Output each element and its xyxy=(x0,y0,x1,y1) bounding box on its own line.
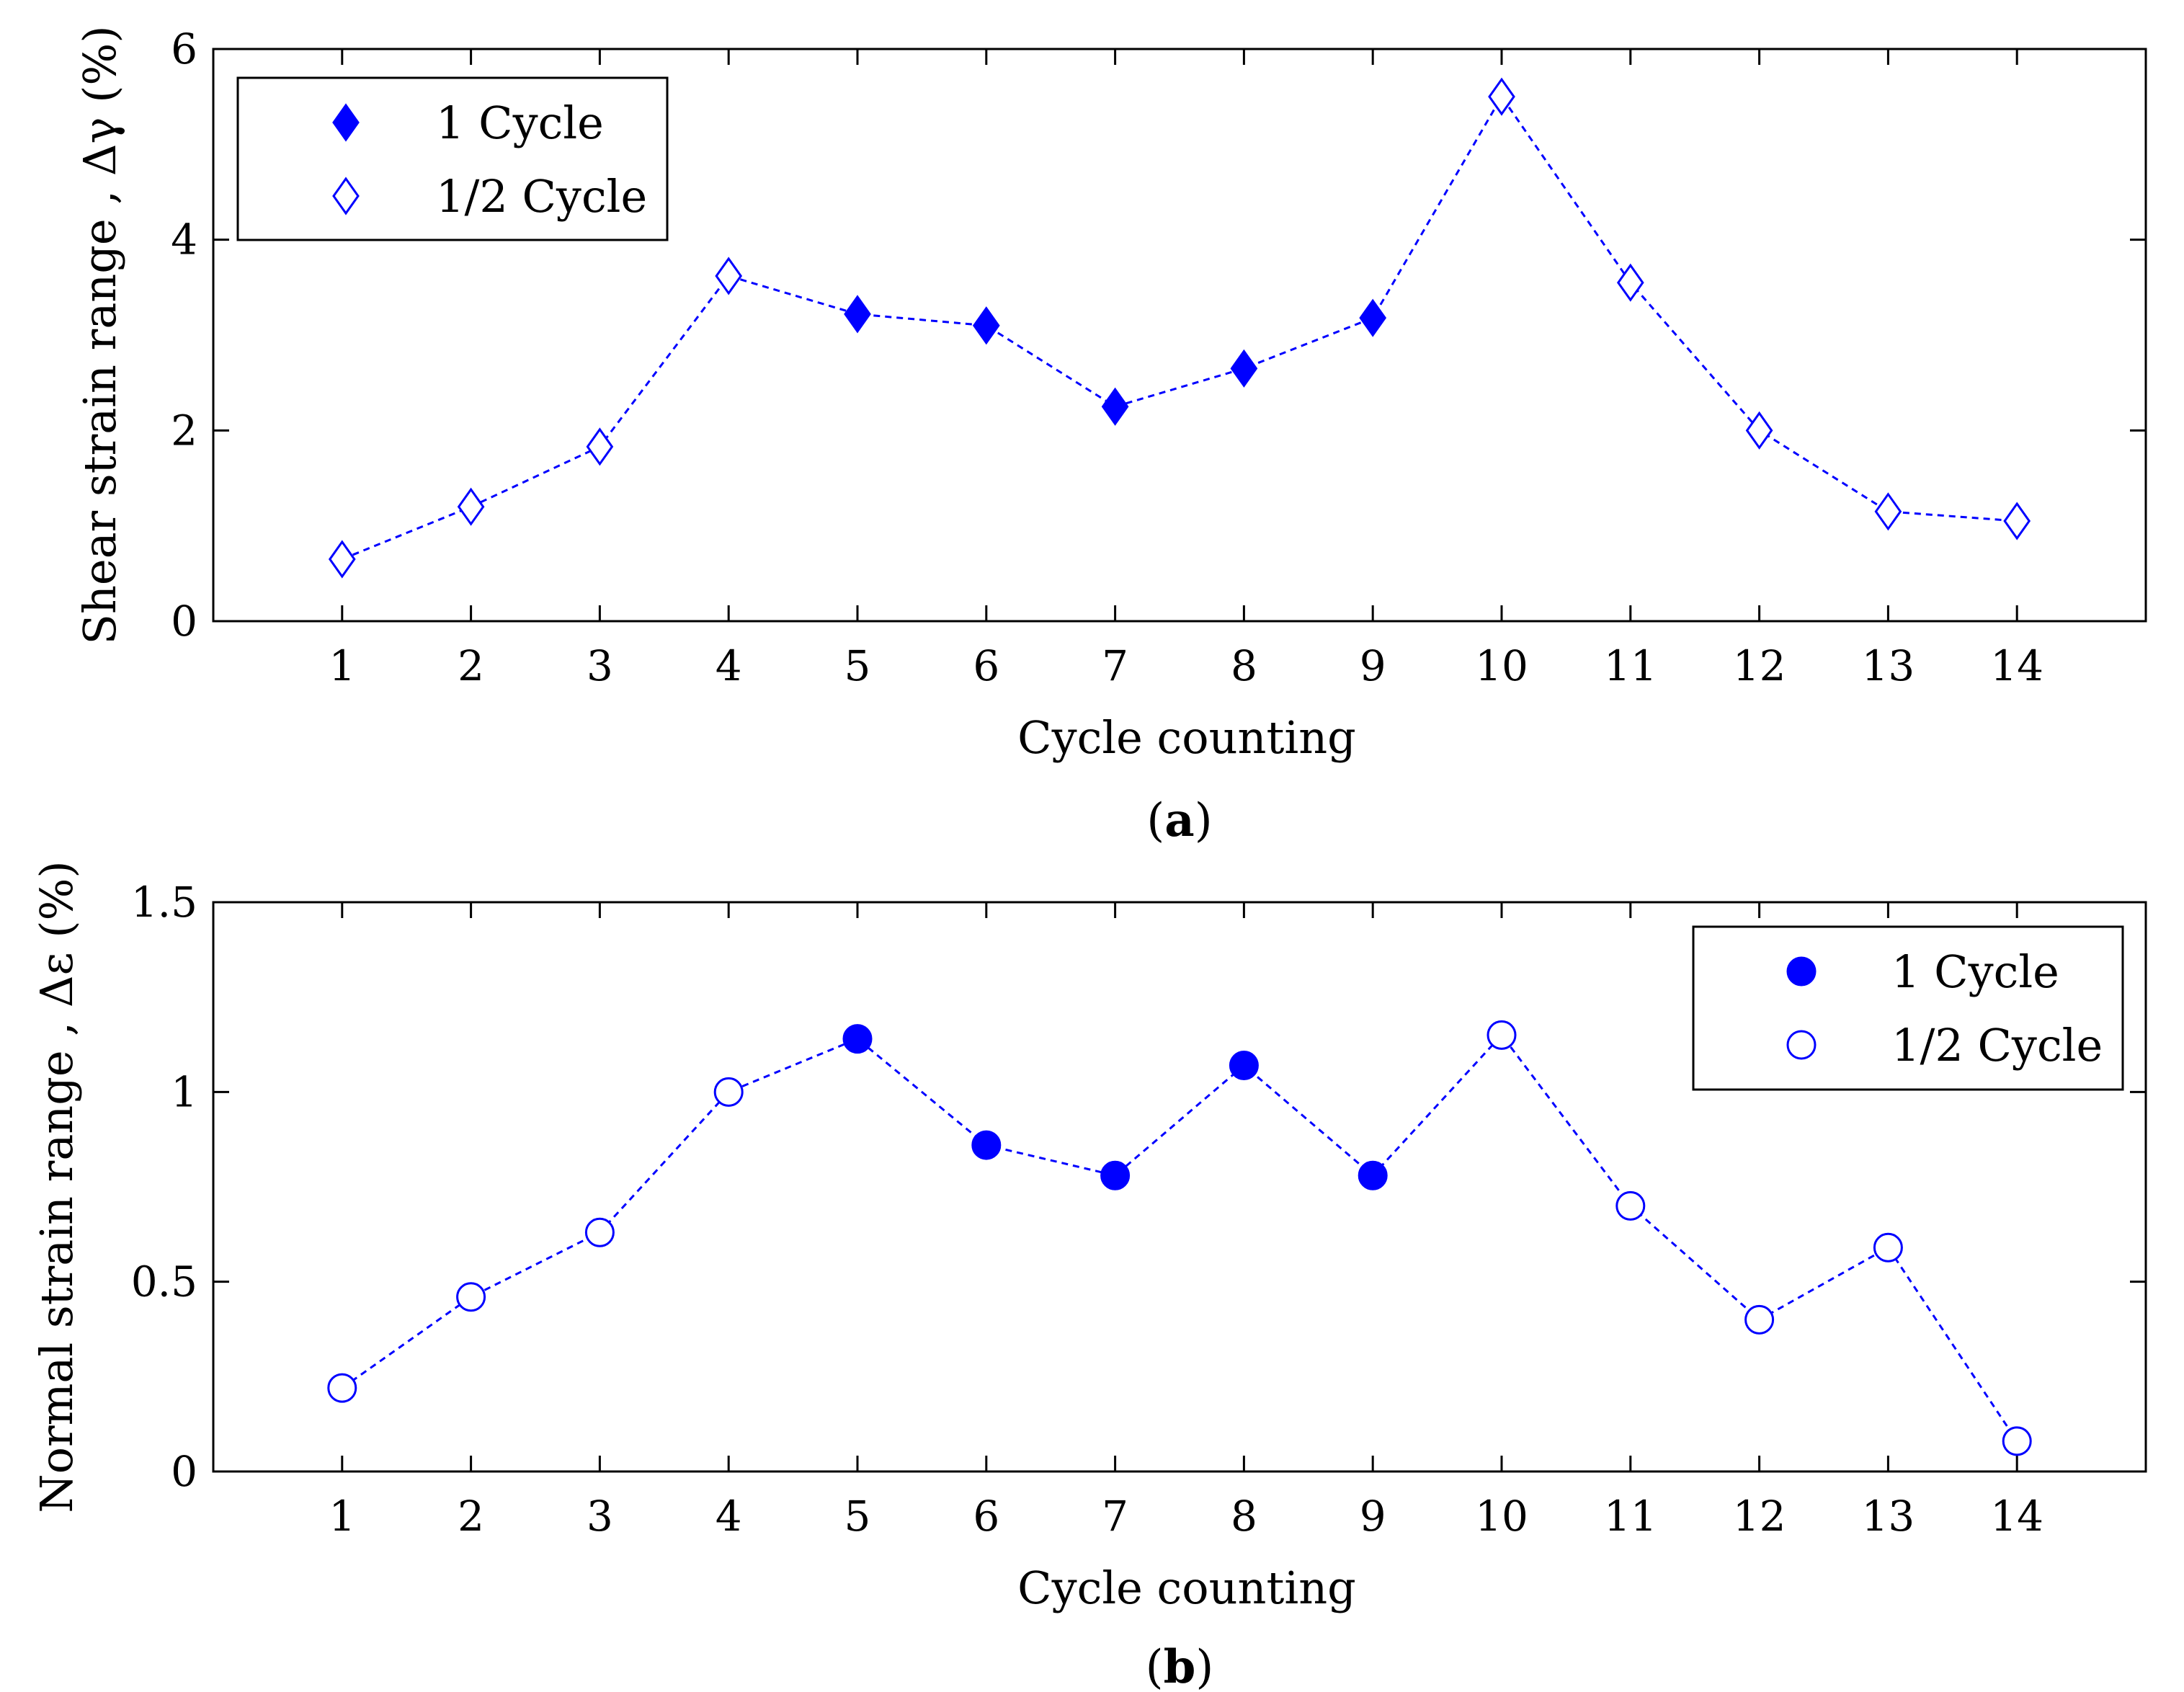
data-point-half-cycle xyxy=(2003,502,2031,540)
y-tick-label: 1 xyxy=(171,1067,197,1116)
data-point-half-cycle xyxy=(1616,263,1644,302)
x-tick-label: 8 xyxy=(1231,1492,1257,1541)
y-tick-label: 0 xyxy=(171,1447,197,1496)
x-tick-label: 10 xyxy=(1475,1492,1528,1541)
x-tick-label: 11 xyxy=(1604,641,1657,690)
data-point-full-cycle xyxy=(844,295,871,334)
x-tick-label: 14 xyxy=(1990,1492,2043,1541)
data-point-half-cycle xyxy=(457,487,485,526)
data-point-half-cycle xyxy=(1615,1190,1646,1221)
x-tick-label: 1 xyxy=(329,641,355,690)
data-point-half-cycle xyxy=(328,540,356,579)
x-tick-label: 1 xyxy=(329,1492,355,1541)
data-point-full-cycle xyxy=(1229,1050,1259,1080)
data-point-full-cycle xyxy=(1101,387,1129,426)
plot-frame xyxy=(212,48,2147,623)
x-tick-label: 13 xyxy=(1861,641,1915,690)
x-tick-label: 12 xyxy=(1733,1492,1786,1541)
y-axis-label: Shear strain range , Δγ (%) xyxy=(73,25,126,644)
series-line xyxy=(342,94,2018,561)
legend-label: 1/2 Cycle xyxy=(436,170,647,223)
legend-marker xyxy=(332,177,360,215)
legend-label: 1 Cycle xyxy=(436,97,604,149)
data-point-full-cycle xyxy=(842,1024,873,1054)
series-line xyxy=(341,1033,2018,1442)
data-point-half-cycle xyxy=(1873,1232,1903,1263)
data-point-full-cycle xyxy=(1359,298,1387,337)
y-tick-label: 0 xyxy=(171,597,197,646)
x-tick-label: 2 xyxy=(458,641,484,690)
x-tick-label: 8 xyxy=(1231,641,1257,690)
data-point-half-cycle xyxy=(1874,492,1902,531)
data-point-half-cycle xyxy=(1488,77,1515,116)
legend-label: 1 Cycle xyxy=(1891,945,2059,998)
y-tick-label: 0.5 xyxy=(131,1257,197,1306)
legend-box xyxy=(236,76,669,241)
data-point-full-cycle xyxy=(972,306,1000,345)
x-tick-label: 2 xyxy=(458,1492,484,1541)
x-tick-label: 7 xyxy=(1102,1492,1128,1541)
legend-marker xyxy=(1786,1030,1817,1060)
data-point-half-cycle xyxy=(1744,1304,1775,1335)
data-point-half-cycle xyxy=(713,1077,744,1107)
x-axis-label: Cycle counting xyxy=(1017,1562,1356,1614)
x-tick-label: 4 xyxy=(716,641,742,690)
legend-label: 1/2 Cycle xyxy=(1891,1019,2103,1072)
data-point-full-cycle xyxy=(1100,1160,1131,1190)
y-tick-label: 1.5 xyxy=(131,878,197,927)
data-point-half-cycle xyxy=(586,427,614,466)
x-axis-label: Cycle counting xyxy=(1017,711,1356,764)
panel-label: (a) xyxy=(1146,793,1212,847)
data-point-half-cycle xyxy=(584,1217,615,1247)
x-tick-label: 3 xyxy=(587,641,613,690)
data-point-half-cycle xyxy=(1745,411,1773,450)
data-point-half-cycle xyxy=(2002,1426,2032,1456)
x-tick-label: 12 xyxy=(1733,641,1786,690)
x-tick-label: 7 xyxy=(1102,641,1128,690)
y-tick-label: 6 xyxy=(171,25,197,74)
x-tick-label: 6 xyxy=(973,1492,999,1541)
y-tick-label: 4 xyxy=(171,215,197,264)
y-axis-label: Normal strain range , Δε (%) xyxy=(30,860,83,1513)
x-tick-label: 11 xyxy=(1604,1492,1657,1541)
legend-marker xyxy=(332,103,360,142)
plot-frame xyxy=(212,901,2147,1473)
data-point-half-cycle xyxy=(1487,1020,1517,1050)
legend-box xyxy=(1692,925,2124,1091)
data-point-full-cycle xyxy=(1230,349,1258,388)
y-tick-label: 2 xyxy=(171,406,197,455)
x-tick-label: 5 xyxy=(844,1492,871,1541)
data-point-half-cycle xyxy=(327,1373,357,1403)
data-point-full-cycle xyxy=(971,1130,1002,1160)
x-tick-label: 4 xyxy=(716,1492,742,1541)
data-point-half-cycle xyxy=(715,257,743,295)
x-tick-label: 6 xyxy=(973,641,999,690)
x-tick-label: 3 xyxy=(587,1492,613,1541)
x-tick-label: 13 xyxy=(1861,1492,1915,1541)
data-point-half-cycle xyxy=(456,1282,486,1312)
x-tick-label: 9 xyxy=(1360,641,1386,690)
x-tick-label: 5 xyxy=(844,641,871,690)
x-tick-label: 9 xyxy=(1360,1492,1386,1541)
x-tick-label: 14 xyxy=(1990,641,2043,690)
legend-marker xyxy=(1786,956,1817,987)
data-point-full-cycle xyxy=(1358,1160,1388,1190)
panel-label: (b) xyxy=(1146,1640,1214,1692)
x-tick-label: 10 xyxy=(1475,641,1528,690)
